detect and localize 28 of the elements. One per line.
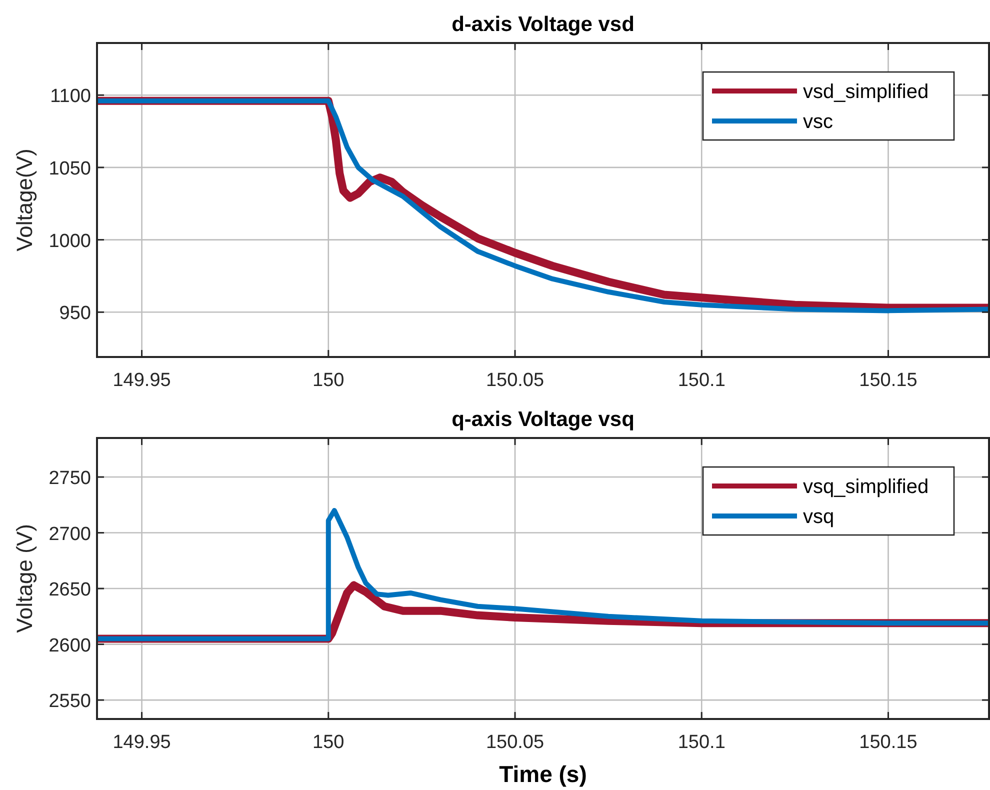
x-tick-label: 150.1 <box>678 732 726 753</box>
x-axis-title: Time (s) <box>499 761 587 787</box>
y-tick-label: 2600 <box>48 635 91 656</box>
legend-label: vsq_simplified <box>803 476 929 498</box>
x-tick-label: 150.15 <box>859 370 918 391</box>
y-tick-label: 950 <box>59 303 91 324</box>
x-tick-label: 150.1 <box>678 370 726 391</box>
y-tick-label: 2750 <box>48 468 91 490</box>
y-tick-label: 2550 <box>48 691 91 712</box>
chart-title: q-axis Voltage vsq <box>452 408 634 431</box>
y-axis-title: Voltage (V) <box>12 524 37 633</box>
y-tick-label: 1050 <box>48 158 91 180</box>
x-tick-label: 150.15 <box>859 732 918 753</box>
x-tick-label: 150.05 <box>486 370 544 391</box>
y-axis-title: Voltage(V) <box>12 148 37 252</box>
y-tick-label: 1100 <box>50 86 91 108</box>
x-tick-label: 150.05 <box>486 732 544 753</box>
x-tick-label: 150 <box>312 732 344 753</box>
y-tick-label: 2700 <box>48 524 91 545</box>
legend-label: vsd_simplified <box>803 81 929 103</box>
chart-title: d-axis Voltage vsd <box>452 13 634 36</box>
x-tick-label: 149.95 <box>112 370 171 391</box>
legend-label: vsq <box>803 506 834 528</box>
legend-label: vsc <box>803 111 833 133</box>
x-tick-label: 150 <box>312 370 344 391</box>
x-tick-label: 149.95 <box>112 732 171 753</box>
y-tick-label: 2650 <box>48 580 91 601</box>
y-tick-label: 1000 <box>48 230 91 252</box>
